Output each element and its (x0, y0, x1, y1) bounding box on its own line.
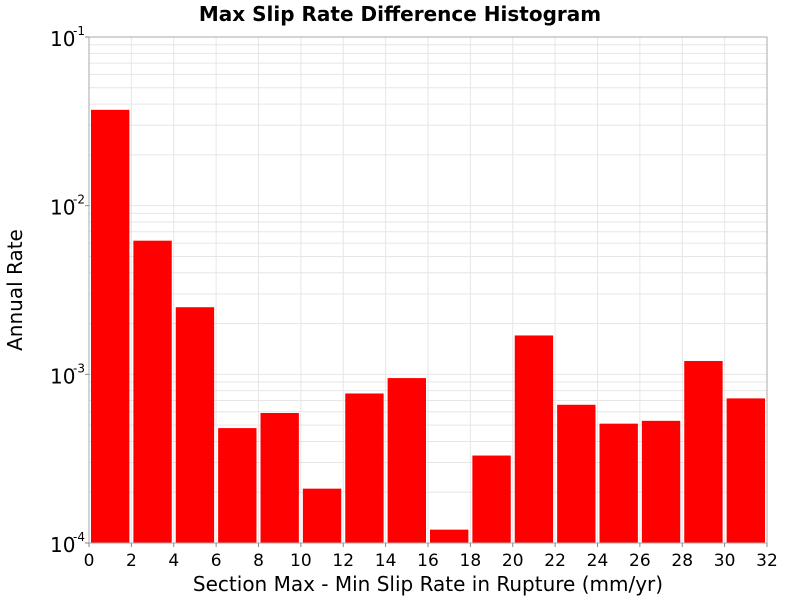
bar (472, 455, 511, 543)
bar (260, 412, 299, 543)
x-tick-label: 0 (84, 551, 95, 571)
bar (430, 529, 469, 543)
chart-title: Max Slip Rate Difference Histogram (199, 2, 601, 26)
y-tick-label: 10 (50, 364, 75, 388)
x-tick-label: 20 (502, 551, 524, 571)
y-tick-label: 10 (50, 533, 75, 557)
y-axis-label: Annual Rate (3, 229, 27, 351)
x-axis-label: Section Max - Min Slip Rate in Rupture (… (193, 572, 663, 596)
x-tick-label: 18 (460, 551, 482, 571)
x-tick-label: 6 (211, 551, 222, 571)
x-tick-label: 12 (332, 551, 354, 571)
bar (726, 398, 765, 543)
bar (91, 109, 130, 543)
bars (91, 109, 765, 543)
y-tick-label: 10 (50, 196, 75, 220)
bar (302, 488, 342, 543)
bar (514, 335, 554, 543)
bar (684, 360, 723, 543)
x-tick-label: 28 (671, 551, 693, 571)
x-tick-label: 30 (714, 551, 736, 571)
x-tick-label: 2 (126, 551, 137, 571)
x-tick-label: 24 (587, 551, 609, 571)
x-tick-label: 16 (417, 551, 439, 571)
y-axis-ticks: 10-110-210-310-4 (50, 24, 89, 557)
bar (218, 428, 257, 543)
bar (557, 404, 596, 543)
x-tick-label: 26 (629, 551, 651, 571)
y-tick-exponent: -3 (73, 361, 85, 375)
x-tick-label: 32 (756, 551, 778, 571)
x-tick-label: 8 (253, 551, 264, 571)
x-axis-ticks: 0 2 4 6 8 10 12 14 16 18 20 22 24 26 28 30 32 (84, 543, 778, 571)
y-tick-exponent: -1 (73, 24, 85, 38)
x-tick-label: 4 (168, 551, 179, 571)
bar (599, 423, 638, 543)
x-tick-label: 22 (544, 551, 566, 571)
y-tick-exponent: -4 (73, 530, 85, 544)
y-tick-exponent: -2 (73, 193, 85, 207)
bar (387, 378, 426, 543)
x-tick-label: 14 (375, 551, 397, 571)
y-tick-label: 10 (50, 27, 75, 51)
bar (133, 240, 172, 543)
bar (641, 420, 681, 543)
x-tick-label: 10 (290, 551, 312, 571)
bar (345, 393, 384, 543)
bar (175, 307, 215, 543)
